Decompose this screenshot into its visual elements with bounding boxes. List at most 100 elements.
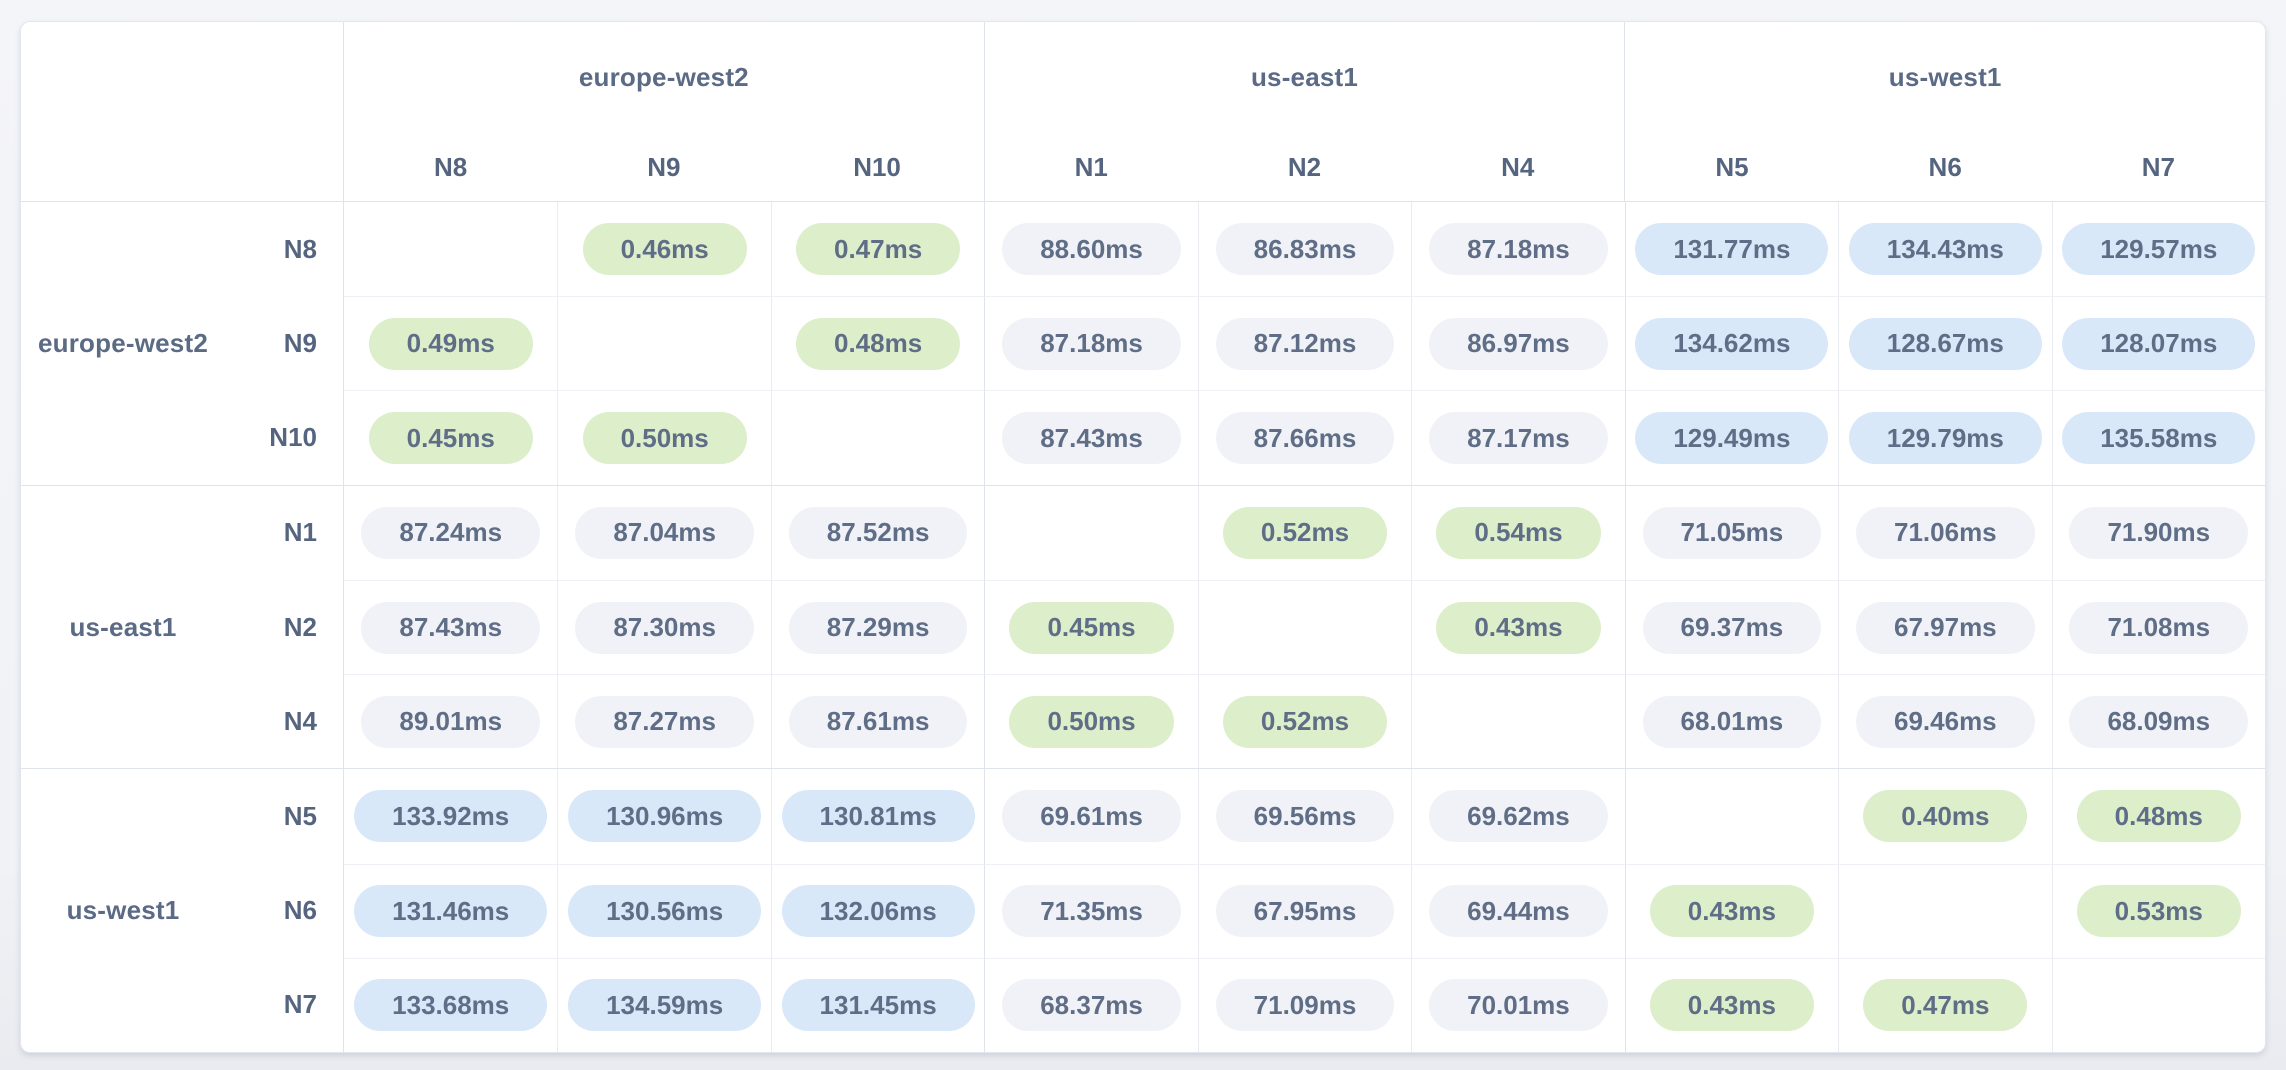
latency-pill-fast: 0.50ms bbox=[582, 412, 747, 465]
row-label-N8: N8 bbox=[283, 233, 317, 264]
latency-pill-medium: 71.08ms bbox=[2069, 601, 2249, 654]
row-group-region-name: europe-west2 bbox=[37, 327, 208, 358]
latency-cell: 69.46ms bbox=[1838, 674, 2052, 769]
latency-cell: 130.56ms bbox=[557, 863, 771, 958]
row-group-us-east1: us-east1 N1 N2 N4 87.24ms 87.04ms 87.52ms 0.52m… bbox=[21, 484, 2265, 769]
latency-pill-medium: 87.04ms bbox=[575, 506, 754, 559]
latency-cell: 0.53ms bbox=[2051, 863, 2265, 958]
latency-cell bbox=[984, 485, 1197, 580]
latency-cell bbox=[770, 390, 985, 485]
latency-pill-slow: 134.59ms bbox=[568, 979, 762, 1032]
row-group-labels: us-west1 N5 N6 N7 bbox=[21, 769, 344, 1052]
row-group-cells: 87.24ms 87.04ms 87.52ms 0.52ms 0.54ms 71.05ms… bbox=[344, 485, 2265, 769]
latency-pill-medium: 86.83ms bbox=[1215, 223, 1395, 276]
latency-pill-fast: 0.43ms bbox=[1649, 885, 1814, 938]
latency-pill-slow: 128.67ms bbox=[1848, 317, 2042, 370]
latency-pill-fast: 0.50ms bbox=[1009, 695, 1174, 748]
latency-pill-slow: 130.81ms bbox=[781, 790, 975, 843]
row-label-N1: N1 bbox=[283, 517, 317, 548]
latency-pill-fast: 0.48ms bbox=[796, 317, 961, 370]
row-label-N4: N4 bbox=[283, 705, 317, 736]
latency-cell: 68.09ms bbox=[2051, 674, 2265, 769]
latency-cell: 0.52ms bbox=[1197, 674, 1412, 769]
column-node-header-row: N1 N2 N4 bbox=[985, 133, 1625, 201]
latency-cell: 133.92ms bbox=[344, 769, 557, 863]
latency-cell: 0.48ms bbox=[770, 296, 985, 391]
column-header-N5: N5 bbox=[1715, 151, 1749, 182]
latency-cell: 87.12ms bbox=[1197, 296, 1412, 391]
matrix-column-header: europe-west2 N8 N9 N10 us-east1 N1 N2 N4 us-west… bbox=[21, 22, 2265, 202]
latency-cell: 128.07ms bbox=[2051, 296, 2265, 391]
latency-cell: 71.09ms bbox=[1197, 957, 1412, 1052]
latency-cell: 0.49ms bbox=[344, 296, 558, 390]
latency-pill-slow: 132.06ms bbox=[781, 885, 975, 938]
latency-pill-slow: 131.77ms bbox=[1635, 223, 1829, 276]
column-header-N8: N8 bbox=[433, 151, 468, 182]
row-group-cells: 0.46ms 0.47ms 88.60ms 86.83ms 87.18ms 131.77m… bbox=[344, 202, 2265, 485]
latency-pill-medium: 88.60ms bbox=[1002, 223, 1181, 276]
row-group-region-name: us-east1 bbox=[69, 611, 177, 642]
latency-pill-medium: 67.95ms bbox=[1215, 885, 1395, 938]
latency-pill-medium: 71.09ms bbox=[1215, 979, 1395, 1032]
latency-pill-medium: 69.46ms bbox=[1856, 695, 2035, 748]
latency-cell: 67.97ms bbox=[1838, 579, 2052, 675]
row-group-europe-west2: europe-west2 N8 N9 N10 0.46ms 0.47ms 88.60ms 86… bbox=[21, 202, 2265, 485]
latency-cell: 87.52ms bbox=[770, 485, 984, 580]
latency-cell: 71.05ms bbox=[1624, 485, 1838, 580]
latency-pill-fast: 0.48ms bbox=[2076, 790, 2241, 843]
latency-pill-slow: 133.68ms bbox=[354, 979, 548, 1032]
latency-pill-fast: 0.52ms bbox=[1222, 695, 1388, 748]
latency-cell: 0.45ms bbox=[984, 579, 1198, 675]
latency-pill-slow: 129.49ms bbox=[1635, 412, 1829, 465]
latency-cell: 134.59ms bbox=[557, 957, 771, 1052]
latency-cell: 133.68ms bbox=[344, 957, 558, 1052]
latency-cell: 88.60ms bbox=[984, 202, 1197, 297]
latency-cell: 0.48ms bbox=[2051, 769, 2265, 864]
column-header-N2: N2 bbox=[1287, 151, 1322, 182]
latency-cell: 87.18ms bbox=[984, 296, 1198, 391]
latency-pill-slow: 131.45ms bbox=[781, 979, 975, 1032]
latency-cell: 71.35ms bbox=[984, 863, 1198, 958]
latency-pill-medium: 69.62ms bbox=[1429, 790, 1608, 843]
latency-cell: 87.27ms bbox=[557, 674, 771, 769]
latency-cell bbox=[1838, 863, 2052, 958]
latency-cell: 0.47ms bbox=[1838, 957, 2052, 1052]
latency-cell: 68.37ms bbox=[984, 957, 1198, 1052]
row-group-labels: us-east1 N1 N2 N4 bbox=[21, 485, 344, 769]
latency-cell: 87.30ms bbox=[557, 579, 771, 675]
latency-pill-medium: 69.56ms bbox=[1215, 790, 1395, 843]
latency-cell: 71.90ms bbox=[2051, 485, 2265, 580]
latency-cell: 86.83ms bbox=[1197, 202, 1411, 297]
latency-cell bbox=[344, 202, 557, 296]
latency-pill-medium: 69.44ms bbox=[1429, 885, 1608, 938]
row-label-N2: N2 bbox=[283, 611, 317, 642]
column-group-region-name: us-west1 bbox=[1888, 62, 2002, 92]
latency-cell: 134.43ms bbox=[1838, 202, 2051, 297]
latency-cell: 69.56ms bbox=[1197, 769, 1411, 864]
latency-cell: 70.01ms bbox=[1411, 957, 1625, 1052]
latency-pill-fast: 0.52ms bbox=[1222, 506, 1388, 559]
latency-cell: 131.77ms bbox=[1624, 202, 1838, 297]
latency-cell: 129.57ms bbox=[2051, 202, 2265, 297]
latency-cell: 134.62ms bbox=[1624, 296, 1839, 391]
column-group-region-name: europe-west2 bbox=[578, 62, 749, 92]
latency-cell: 87.61ms bbox=[770, 674, 985, 769]
latency-cell: 0.47ms bbox=[770, 202, 984, 297]
latency-pill-medium: 87.30ms bbox=[575, 601, 754, 654]
latency-matrix-card: europe-west2 N8 N9 N10 us-east1 N1 N2 N4 us-west… bbox=[20, 21, 2266, 1053]
latency-cell: 135.58ms bbox=[2051, 390, 2265, 485]
column-node-header-row: N8 N9 N10 bbox=[344, 133, 984, 201]
column-group-europe-west2: europe-west2 N8 N9 N10 bbox=[344, 22, 984, 201]
column-header-N4: N4 bbox=[1501, 151, 1535, 182]
latency-pill-slow: 133.92ms bbox=[354, 790, 548, 843]
latency-pill-slow: 130.96ms bbox=[568, 790, 762, 843]
latency-cell: 0.45ms bbox=[344, 390, 558, 484]
latency-pill-medium: 87.12ms bbox=[1215, 317, 1395, 370]
latency-pill-medium: 87.43ms bbox=[1002, 412, 1181, 465]
latency-cell: 87.29ms bbox=[770, 579, 985, 675]
latency-pill-fast: 0.46ms bbox=[582, 223, 747, 276]
latency-pill-medium: 87.18ms bbox=[1002, 317, 1181, 370]
latency-cell: 0.46ms bbox=[557, 202, 770, 297]
latency-pill-fast: 0.45ms bbox=[1009, 601, 1174, 654]
